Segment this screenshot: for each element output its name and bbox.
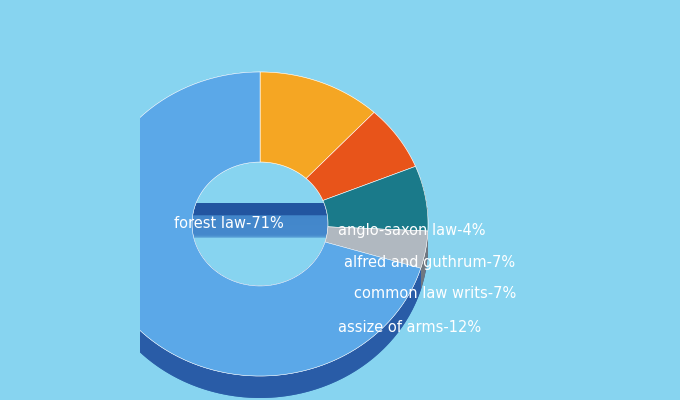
Polygon shape bbox=[192, 216, 328, 306]
Polygon shape bbox=[92, 182, 421, 383]
Polygon shape bbox=[92, 204, 428, 381]
Polygon shape bbox=[421, 231, 428, 276]
Polygon shape bbox=[192, 216, 328, 288]
Polygon shape bbox=[421, 231, 428, 286]
Polygon shape bbox=[420, 179, 428, 238]
Polygon shape bbox=[92, 204, 428, 383]
Polygon shape bbox=[192, 216, 328, 303]
Text: common law writs-7%: common law writs-7% bbox=[354, 286, 516, 302]
Polygon shape bbox=[92, 204, 428, 380]
Polygon shape bbox=[420, 179, 428, 253]
Polygon shape bbox=[92, 204, 428, 378]
Polygon shape bbox=[420, 179, 428, 246]
Polygon shape bbox=[92, 204, 428, 388]
Polygon shape bbox=[192, 216, 328, 300]
Polygon shape bbox=[92, 182, 421, 385]
Polygon shape bbox=[92, 182, 421, 382]
Polygon shape bbox=[92, 204, 428, 391]
Polygon shape bbox=[420, 179, 428, 250]
Polygon shape bbox=[92, 204, 428, 382]
Polygon shape bbox=[421, 231, 428, 281]
Polygon shape bbox=[192, 216, 328, 291]
Polygon shape bbox=[92, 204, 428, 386]
Polygon shape bbox=[92, 182, 421, 398]
Polygon shape bbox=[306, 112, 415, 200]
Polygon shape bbox=[92, 204, 428, 396]
Polygon shape bbox=[421, 231, 428, 274]
Polygon shape bbox=[92, 204, 428, 390]
Polygon shape bbox=[420, 179, 428, 233]
Polygon shape bbox=[92, 204, 428, 398]
Polygon shape bbox=[306, 112, 415, 200]
Polygon shape bbox=[192, 216, 328, 302]
Polygon shape bbox=[260, 72, 374, 178]
Polygon shape bbox=[192, 216, 328, 304]
Polygon shape bbox=[92, 204, 428, 397]
Polygon shape bbox=[421, 231, 428, 279]
Polygon shape bbox=[421, 231, 428, 283]
Polygon shape bbox=[420, 179, 428, 248]
Polygon shape bbox=[325, 227, 428, 268]
Text: anglo-saxon law-4%: anglo-saxon law-4% bbox=[338, 222, 486, 238]
Polygon shape bbox=[421, 231, 428, 272]
Polygon shape bbox=[92, 72, 421, 376]
Polygon shape bbox=[192, 216, 328, 298]
Polygon shape bbox=[420, 179, 428, 251]
Polygon shape bbox=[192, 216, 328, 292]
Polygon shape bbox=[325, 227, 428, 268]
Polygon shape bbox=[421, 231, 428, 270]
Polygon shape bbox=[420, 179, 428, 235]
Polygon shape bbox=[192, 216, 328, 293]
Text: assize of arms-12%: assize of arms-12% bbox=[338, 320, 481, 336]
Polygon shape bbox=[192, 216, 328, 287]
Polygon shape bbox=[420, 179, 428, 236]
Polygon shape bbox=[92, 204, 428, 384]
Polygon shape bbox=[323, 166, 428, 231]
Polygon shape bbox=[260, 72, 374, 178]
Polygon shape bbox=[92, 182, 421, 396]
Polygon shape bbox=[92, 182, 421, 389]
Polygon shape bbox=[421, 231, 428, 288]
Polygon shape bbox=[192, 216, 328, 301]
Polygon shape bbox=[192, 216, 328, 297]
Polygon shape bbox=[192, 216, 328, 290]
Polygon shape bbox=[92, 204, 428, 392]
Polygon shape bbox=[92, 182, 421, 392]
Text: alfred and guthrum-7%: alfred and guthrum-7% bbox=[344, 254, 515, 270]
Polygon shape bbox=[92, 204, 428, 387]
Polygon shape bbox=[323, 166, 428, 231]
Polygon shape bbox=[192, 216, 328, 296]
Polygon shape bbox=[421, 231, 428, 278]
Polygon shape bbox=[92, 204, 428, 377]
Polygon shape bbox=[92, 204, 428, 393]
Polygon shape bbox=[92, 182, 421, 387]
Polygon shape bbox=[192, 216, 328, 294]
Polygon shape bbox=[92, 182, 421, 391]
Polygon shape bbox=[92, 182, 421, 394]
Polygon shape bbox=[192, 216, 328, 307]
Text: forest law-71%: forest law-71% bbox=[174, 216, 284, 232]
Polygon shape bbox=[92, 182, 421, 380]
Polygon shape bbox=[420, 179, 428, 242]
Polygon shape bbox=[421, 231, 428, 290]
Polygon shape bbox=[192, 216, 328, 308]
Polygon shape bbox=[420, 179, 428, 244]
Polygon shape bbox=[421, 231, 428, 285]
Polygon shape bbox=[92, 72, 421, 376]
Polygon shape bbox=[92, 182, 421, 378]
Polygon shape bbox=[92, 204, 428, 394]
Polygon shape bbox=[420, 179, 428, 240]
